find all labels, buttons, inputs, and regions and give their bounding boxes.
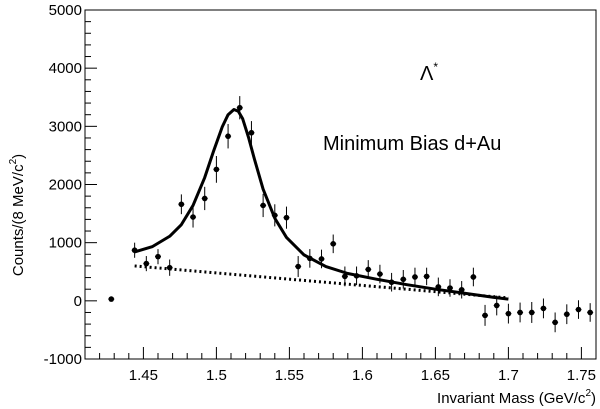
data-point xyxy=(272,212,278,219)
x-axis-title: Invariant Mass (GeV/c2) xyxy=(437,388,596,407)
data-point xyxy=(482,312,488,319)
data-point xyxy=(505,310,512,317)
data-point xyxy=(248,129,255,136)
y-axis-title: Counts/(8 MeV/c2) xyxy=(8,154,27,276)
y-tick-label: 5000 xyxy=(49,2,82,19)
x-axis-tick-labels: 1.45 1.5 1.55 1.6 1.65 1.7 1.75 xyxy=(129,367,596,384)
data-point xyxy=(493,302,500,309)
data-point xyxy=(166,264,173,271)
y-tick-label: 4000 xyxy=(49,60,82,77)
x-axis-ticks xyxy=(84,347,597,359)
data-point xyxy=(435,284,442,290)
data-point xyxy=(564,311,570,318)
data-point xyxy=(400,276,407,283)
background-fit-line xyxy=(134,264,509,300)
data-point xyxy=(540,305,547,312)
data-point xyxy=(190,214,196,220)
data-point xyxy=(225,133,231,140)
y-axis-ticks xyxy=(85,9,97,360)
y-tick-label: 0 xyxy=(74,293,82,310)
data-point xyxy=(236,104,243,111)
data-point xyxy=(412,274,418,280)
data-point xyxy=(517,309,523,316)
data-point xyxy=(213,166,220,173)
series-layer xyxy=(108,96,594,333)
y-axis-tick-labels: -1000 0 1000 2000 3000 4000 5000 xyxy=(44,2,82,368)
particle-label: Λ* xyxy=(420,60,438,85)
data-point xyxy=(283,214,290,221)
data-point xyxy=(131,247,138,254)
x-tick-label: 1.55 xyxy=(275,367,304,384)
y-tick-label: 1000 xyxy=(49,235,82,252)
x-tick-label: 1.5 xyxy=(206,367,227,384)
plot-frame xyxy=(84,9,597,360)
x-tick-label: 1.65 xyxy=(421,367,450,384)
data-point xyxy=(201,195,208,202)
data-point xyxy=(470,274,477,280)
data-point xyxy=(458,286,465,293)
dataset-label: Minimum Bias d+Au xyxy=(323,133,501,155)
y-tick-label: 2000 xyxy=(49,177,82,194)
data-point xyxy=(307,255,313,262)
data-point xyxy=(575,306,582,313)
x-tick-label: 1.45 xyxy=(129,367,158,384)
x-tick-label: 1.6 xyxy=(352,367,373,384)
data-point xyxy=(377,271,383,277)
y-tick-label: -1000 xyxy=(44,351,82,368)
y-tick-label: 3000 xyxy=(49,118,82,135)
data-point xyxy=(365,266,372,273)
data-point xyxy=(155,253,161,260)
data-point xyxy=(423,273,430,280)
data-point xyxy=(143,260,150,267)
data-point xyxy=(295,263,301,270)
data-point xyxy=(178,201,185,208)
x-tick-label: 1.75 xyxy=(567,367,596,384)
data-point xyxy=(552,319,558,326)
x-tick-label: 1.7 xyxy=(498,367,519,384)
data-point xyxy=(528,309,535,316)
data-point xyxy=(318,256,325,262)
data-point xyxy=(108,296,115,302)
data-point xyxy=(342,273,348,280)
data-point xyxy=(330,241,337,247)
data-point xyxy=(353,273,360,279)
data-point xyxy=(447,285,453,291)
data-point xyxy=(587,309,593,316)
signal-fit-curve xyxy=(134,107,509,301)
data-point xyxy=(388,279,395,286)
data-point xyxy=(260,202,266,209)
